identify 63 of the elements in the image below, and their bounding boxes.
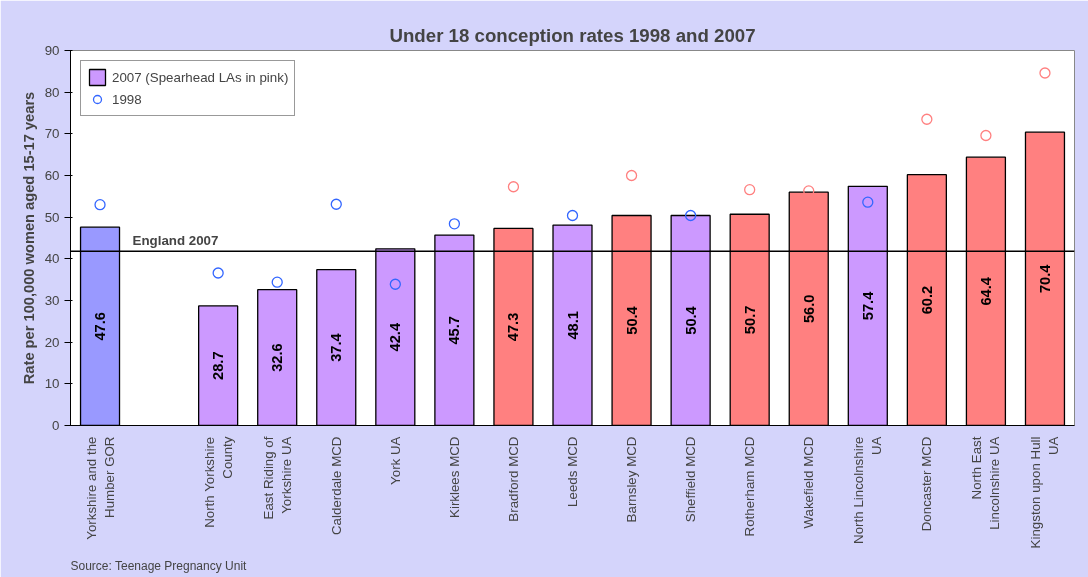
source-note: Source: Teenage Pregnancy Unit <box>70 558 248 573</box>
point <box>507 181 520 193</box>
y-tick-label: 60 <box>44 168 60 183</box>
data-label: 37.4 <box>328 332 345 362</box>
x-tick-label: North Yorkshire County <box>201 436 235 528</box>
x-tick-label: Rotherham MCD <box>742 436 758 537</box>
point <box>389 278 401 290</box>
data-label: 70.4 <box>1036 263 1053 294</box>
x-tick-label: York UA <box>387 436 403 485</box>
data-label: 28.7 <box>210 351 227 380</box>
data-label: 57.4 <box>859 290 876 321</box>
data-label: 56.0 <box>800 294 817 324</box>
point <box>1039 67 1051 79</box>
point <box>330 198 342 210</box>
point <box>625 169 638 182</box>
x-tick-label: Leeds MCD <box>565 436 580 507</box>
point <box>980 129 992 142</box>
data-label: 64.4 <box>977 276 994 306</box>
x-tick-label: Bradford MCD <box>505 436 521 522</box>
y-tick-label: 20 <box>44 334 60 350</box>
data-label: 48.1 <box>564 311 581 340</box>
y-tick-label: 10 <box>44 376 60 392</box>
data-label: 60.2 <box>918 285 935 315</box>
x-tick-label: Calderdale MCD <box>328 436 344 536</box>
x-tick-label: Yorkshire and the Humber GOR <box>83 436 117 540</box>
y-tick-label: 0 <box>52 418 60 433</box>
data-label: 45.7 <box>446 316 463 345</box>
legend-label: 2007 (Spearhead LAs in pink) <box>112 69 289 85</box>
legend-label: 1998 <box>112 91 142 107</box>
point <box>271 276 283 288</box>
y-axis-title: Rate per 100,000 women aged 15-17 years <box>20 91 37 385</box>
x-tick-label: East Riding of Yorkshire UA <box>260 436 294 520</box>
x-tick-label: Kirklees MCD <box>446 436 462 518</box>
x-tick-label: Doncaster MCD <box>919 436 935 532</box>
data-label: 50.4 <box>682 305 699 335</box>
data-label: 32.6 <box>269 343 286 372</box>
point <box>566 209 579 222</box>
y-tick-label: 80 <box>44 84 60 100</box>
point <box>921 113 933 125</box>
data-label: 50.4 <box>623 305 640 335</box>
data-label: 47.3 <box>505 312 522 342</box>
data-label: 47.6 <box>92 312 109 341</box>
point <box>448 218 461 230</box>
point <box>684 209 697 222</box>
point <box>94 199 106 211</box>
y-tick-label: 40 <box>44 251 60 267</box>
point <box>744 184 756 196</box>
data-label: 42.4 <box>387 322 404 352</box>
x-tick-label: Kingston upon Hull UA <box>1028 436 1062 549</box>
data-label: 50.7 <box>741 305 758 335</box>
x-tick-label: Sheffield MCD <box>683 436 699 523</box>
y-tick-label: 50 <box>44 209 60 225</box>
y-tick-label: 30 <box>44 293 60 308</box>
x-tick-label: Barnsley MCD <box>624 436 640 523</box>
point <box>212 267 224 279</box>
y-tick-label: 70 <box>44 126 60 142</box>
ref-line-label: England 2007 <box>132 233 219 249</box>
y-tick-label: 90 <box>44 43 60 58</box>
x-tick-label: North Lincolnshire UA <box>851 436 885 544</box>
point <box>862 196 874 208</box>
chart-title: Under 18 conception rates 1998 and 2007 <box>389 24 756 46</box>
x-tick-label: North East Lincolnshire UA <box>969 436 1003 530</box>
x-tick-label: Wakefield MCD <box>801 436 817 529</box>
